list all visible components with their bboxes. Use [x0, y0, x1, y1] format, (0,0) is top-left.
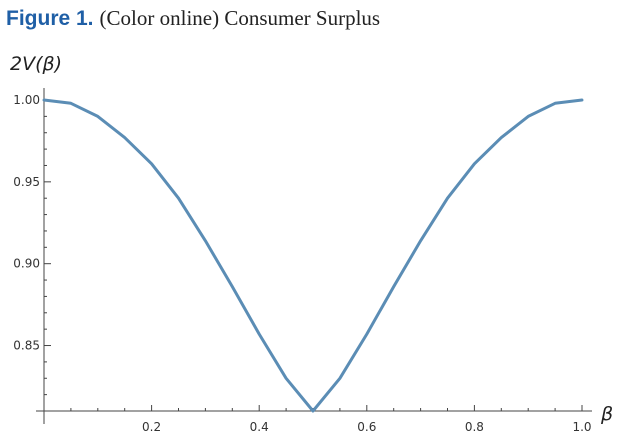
figure-caption: (Color online) Consumer Surplus — [99, 6, 381, 30]
y-tick-label: 0.90 — [13, 257, 40, 271]
tick-labels: 0.2 0.4 0.6 0.8 1.0 1.00 0.95 0.90 0.85 — [13, 93, 591, 434]
x-tick-label: 0.8 — [465, 420, 484, 434]
axes — [36, 88, 592, 424]
x-tick-label: 1.0 — [572, 420, 591, 434]
y-axis-label: 2V(β) — [10, 53, 62, 75]
ticks — [44, 99, 583, 412]
x-tick-label: 0.4 — [250, 420, 269, 434]
x-tick-label: 0.2 — [142, 420, 161, 434]
x-axis-label: β — [600, 403, 613, 425]
figure-label: Figure 1. — [6, 7, 94, 30]
y-tick-label: 1.00 — [13, 93, 40, 107]
x-tick-label: 0.6 — [357, 420, 376, 434]
figure-title: Figure 1. (Color online) Consumer Surplus — [6, 4, 380, 35]
series-line-0 — [42, 98, 584, 413]
series-layer — [42, 98, 584, 413]
y-tick-label: 0.95 — [13, 175, 40, 189]
y-tick-label: 0.85 — [13, 339, 40, 353]
